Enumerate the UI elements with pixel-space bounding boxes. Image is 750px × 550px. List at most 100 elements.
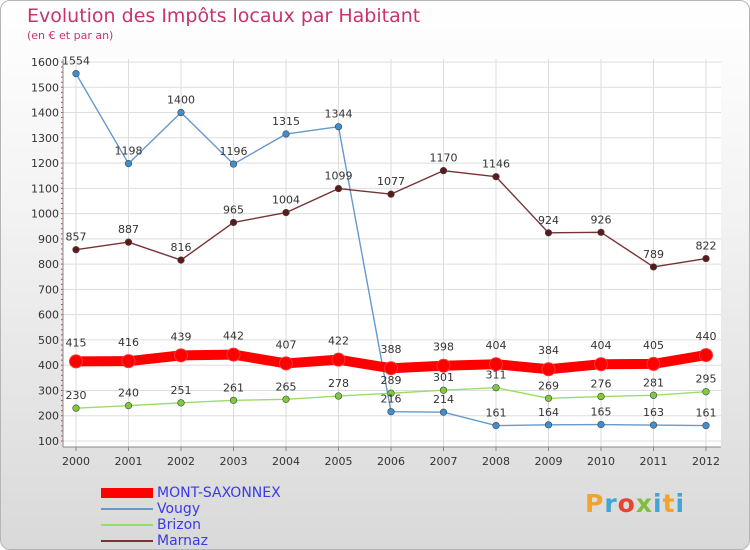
data-point-mont-saxonnex (384, 361, 398, 376)
data-label-marnaz: 887 (118, 223, 139, 236)
data-point-vougy (387, 408, 395, 416)
y-tick-label: 800 (38, 258, 59, 271)
legend-swatch (101, 488, 153, 498)
legend-swatch (101, 540, 153, 542)
data-label-vougy: 164 (538, 406, 559, 419)
data-point-brizon (702, 388, 710, 396)
data-label-vougy: 161 (486, 407, 507, 420)
y-tick-label: 1500 (31, 81, 59, 94)
data-point-brizon (387, 389, 395, 397)
logo-letter: t (662, 489, 676, 518)
data-point-mont-saxonnex (226, 347, 241, 362)
data-point-mont-saxonnex (541, 362, 556, 377)
x-tick-label: 2004 (272, 455, 300, 468)
y-tick-label: 600 (38, 309, 59, 322)
data-label-marnaz: 789 (643, 248, 664, 261)
data-point-marnaz (649, 263, 658, 271)
logo-letter: P (585, 489, 605, 518)
y-tick-label: 1600 (31, 56, 59, 69)
data-point-mont-saxonnex (594, 357, 608, 372)
x-tick-label: 2002 (167, 455, 195, 468)
x-tick-label: 2011 (640, 455, 668, 468)
data-label-mont-saxonnex: 416 (118, 336, 139, 349)
data-point-vougy (649, 421, 658, 429)
data-point-mont-saxonnex (699, 348, 713, 363)
data-label-marnaz: 1004 (272, 194, 300, 207)
x-tick-label: 2005 (325, 455, 353, 468)
legend-label: Marnaz (157, 533, 208, 549)
data-point-vougy (282, 130, 290, 138)
data-label-vougy: 163 (643, 406, 664, 419)
y-tick-label: 1300 (31, 132, 59, 145)
data-label-vougy: 1554 (62, 55, 90, 68)
data-point-vougy (544, 421, 553, 429)
data-point-brizon (544, 394, 553, 402)
data-point-brizon (597, 392, 605, 401)
data-point-brizon (492, 384, 500, 392)
data-point-vougy (177, 108, 185, 117)
data-label-marnaz: 965 (223, 203, 244, 216)
data-label-brizon: 251 (171, 384, 192, 397)
plot-area (63, 59, 721, 447)
chart-subtitle: (en € et par an) (27, 29, 114, 42)
data-point-brizon (282, 395, 290, 403)
data-label-vougy: 161 (696, 407, 717, 420)
logo-letter: i (675, 489, 686, 518)
x-tick-label: 2012 (692, 455, 720, 468)
data-point-marnaz (387, 190, 395, 198)
data-label-mont-saxonnex: 415 (66, 336, 87, 349)
proxiti-logo: Proxiti (585, 489, 685, 518)
legend-label: MONT-SAXONNEX (157, 485, 281, 501)
data-point-vougy (72, 70, 80, 78)
data-label-mont-saxonnex: 384 (538, 344, 559, 357)
data-point-marnaz (177, 256, 185, 264)
data-point-marnaz (702, 254, 710, 263)
data-point-mont-saxonnex (279, 356, 293, 371)
y-tick-label: 1200 (31, 157, 59, 170)
data-label-vougy: 214 (433, 393, 454, 406)
data-label-brizon: 311 (486, 369, 507, 382)
data-point-marnaz (282, 208, 290, 217)
data-label-brizon: 240 (118, 387, 139, 400)
data-point-mont-saxonnex (121, 354, 136, 369)
data-point-marnaz (439, 167, 448, 175)
data-label-brizon: 289 (381, 374, 402, 387)
data-label-marnaz: 1077 (377, 175, 405, 188)
data-label-marnaz: 857 (66, 231, 87, 244)
data-label-marnaz: 1146 (482, 158, 510, 171)
y-tick-label: 100 (38, 435, 59, 448)
y-tick-label: 1000 (31, 208, 59, 221)
data-point-mont-saxonnex (646, 356, 661, 371)
data-label-mont-saxonnex: 388 (381, 343, 402, 356)
data-label-vougy: 1198 (115, 145, 143, 158)
data-point-brizon (72, 404, 80, 412)
data-point-mont-saxonnex (331, 352, 346, 367)
data-point-marnaz (597, 228, 605, 236)
y-tick-label: 900 (38, 233, 59, 246)
data-point-brizon (649, 391, 658, 399)
data-label-marnaz: 1099 (325, 170, 353, 183)
data-label-vougy: 1400 (167, 94, 195, 107)
data-label-marnaz: 926 (591, 213, 612, 226)
data-point-vougy (124, 159, 133, 168)
data-label-marnaz: 924 (538, 214, 559, 227)
data-label-brizon: 261 (223, 381, 244, 394)
x-tick-label: 2008 (482, 455, 510, 468)
legend-label: Brizon (157, 517, 202, 533)
data-point-mont-saxonnex (489, 357, 503, 372)
data-point-marnaz (229, 218, 238, 227)
x-tick-label: 2003 (220, 455, 248, 468)
data-label-vougy: 1315 (272, 115, 300, 128)
data-label-mont-saxonnex: 442 (223, 330, 244, 343)
data-point-brizon (124, 402, 133, 410)
y-tick-label: 200 (38, 410, 59, 423)
data-point-marnaz (544, 229, 553, 237)
data-label-vougy: 165 (591, 406, 612, 419)
data-label-vougy: 1196 (220, 145, 248, 158)
data-point-vougy (702, 421, 710, 430)
data-label-mont-saxonnex: 439 (171, 330, 192, 343)
logo-letter: i (653, 489, 663, 518)
data-label-brizon: 281 (643, 376, 664, 389)
